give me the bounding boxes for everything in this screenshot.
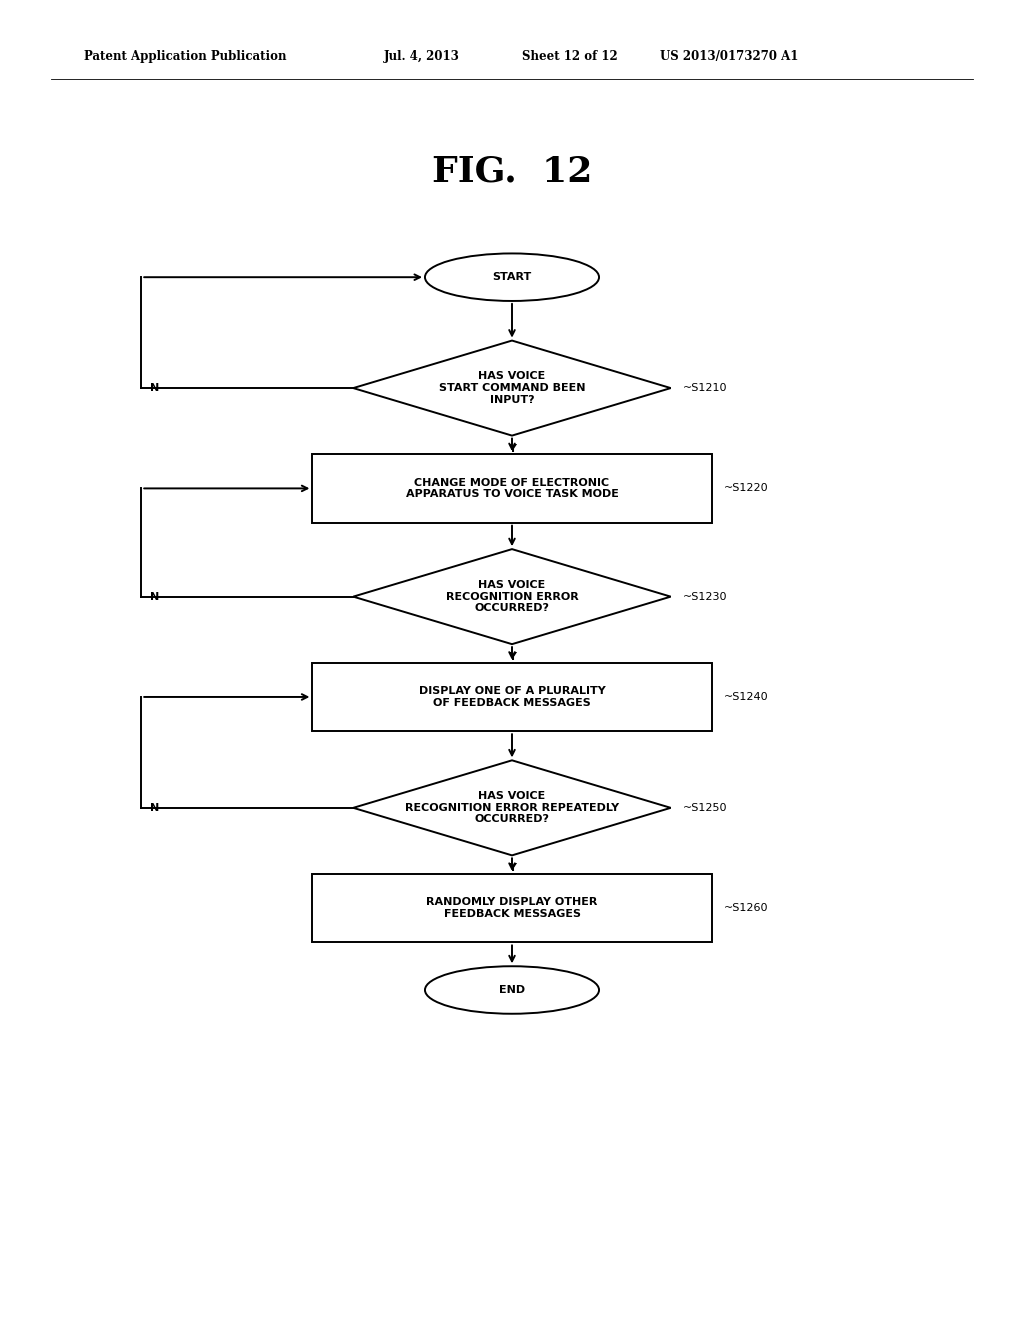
- Ellipse shape: [425, 966, 599, 1014]
- Text: HAS VOICE
RECOGNITION ERROR REPEATEDLY
OCCURRED?: HAS VOICE RECOGNITION ERROR REPEATEDLY O…: [404, 791, 620, 825]
- Text: Jul. 4, 2013: Jul. 4, 2013: [384, 50, 460, 63]
- Text: Y: Y: [508, 863, 516, 874]
- Bar: [312, 663, 712, 731]
- Text: HAS VOICE
START COMMAND BEEN
INPUT?: HAS VOICE START COMMAND BEEN INPUT?: [438, 371, 586, 405]
- Text: DISPLAY ONE OF A PLURALITY
OF FEEDBACK MESSAGES: DISPLAY ONE OF A PLURALITY OF FEEDBACK M…: [419, 686, 605, 708]
- Text: RANDOMLY DISPLAY OTHER
FEEDBACK MESSAGES: RANDOMLY DISPLAY OTHER FEEDBACK MESSAGES: [426, 898, 598, 919]
- Text: START: START: [493, 272, 531, 282]
- Text: ~S1240: ~S1240: [724, 692, 769, 702]
- Text: ~S1230: ~S1230: [683, 591, 727, 602]
- Polygon shape: [353, 341, 671, 436]
- Polygon shape: [353, 760, 671, 855]
- Text: Y: Y: [508, 652, 516, 663]
- Text: Y: Y: [508, 444, 516, 454]
- Text: Sheet 12 of 12: Sheet 12 of 12: [522, 50, 618, 63]
- Text: ~S1210: ~S1210: [683, 383, 727, 393]
- Text: N: N: [150, 591, 159, 602]
- Bar: [312, 874, 712, 942]
- Text: CHANGE MODE OF ELECTRONIC
APPARATUS TO VOICE TASK MODE: CHANGE MODE OF ELECTRONIC APPARATUS TO V…: [406, 478, 618, 499]
- Text: N: N: [150, 803, 159, 813]
- Polygon shape: [353, 549, 671, 644]
- Text: Patent Application Publication: Patent Application Publication: [84, 50, 287, 63]
- Text: HAS VOICE
RECOGNITION ERROR
OCCURRED?: HAS VOICE RECOGNITION ERROR OCCURRED?: [445, 579, 579, 614]
- Text: US 2013/0173270 A1: US 2013/0173270 A1: [660, 50, 799, 63]
- Text: ~S1220: ~S1220: [724, 483, 769, 494]
- Text: ~S1250: ~S1250: [683, 803, 727, 813]
- Ellipse shape: [425, 253, 599, 301]
- Text: END: END: [499, 985, 525, 995]
- Bar: [312, 454, 712, 523]
- Text: FIG.  12: FIG. 12: [432, 154, 592, 189]
- Text: N: N: [150, 383, 159, 393]
- Text: ~S1260: ~S1260: [724, 903, 768, 913]
